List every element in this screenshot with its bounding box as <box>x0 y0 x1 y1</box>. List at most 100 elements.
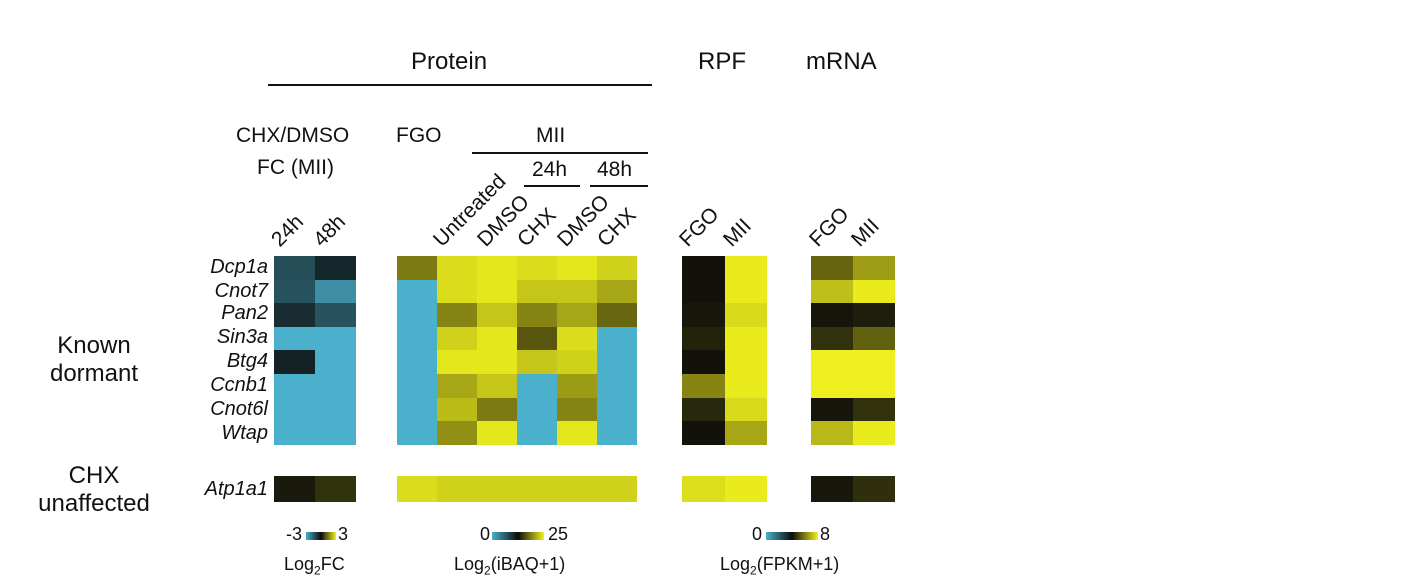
heatmap-cell-protein-wtap-3 <box>517 421 557 446</box>
heatmap-cell-chx-dmso-fc-mii--wtap-0 <box>274 421 315 446</box>
heatmap-cell-chx-dmso-fc-mii--atp1a1-1 <box>315 476 356 502</box>
heatmap-cell-protein-cnot7-1 <box>437 279 477 304</box>
heatmap-cell-chx-dmso-fc-mii--cnot6l-0 <box>274 397 315 422</box>
heatmap-cell-protein-pan2-3 <box>517 303 557 328</box>
gene-label-ccnb1: Ccnb1 <box>210 374 268 396</box>
heatmap-cell-protein-cnot6l-4 <box>557 397 597 422</box>
heatmap-cell-protein-ccnb1-2 <box>477 374 517 399</box>
heatmap-cell-mrna-atp1a1-1 <box>853 476 895 502</box>
heatmap-cell-protein-sin3a-1 <box>437 326 477 351</box>
col-label-fc-24h: 24h <box>267 210 309 252</box>
heatmap-cell-mrna-pan2-0 <box>811 303 853 328</box>
legend-fc-min: -3 <box>286 524 303 544</box>
heatmap-cell-protein-atp1a1-2 <box>477 476 517 502</box>
heatmap-cell-protein-wtap-1 <box>437 421 477 446</box>
heatmap-cell-rpf-sin3a-0 <box>682 326 725 351</box>
heatmap-cell-mrna-btg4-0 <box>811 350 853 375</box>
legend-fc-max: 3 <box>338 524 349 544</box>
legend-ibaq-colorbar <box>492 532 544 540</box>
heatmap-cell-protein-cnot7-3 <box>517 279 557 304</box>
heatmap-cell-rpf-cnot7-1 <box>725 279 767 304</box>
gene-label-sin3a: Sin3a <box>216 326 268 348</box>
h24-underline <box>524 185 580 187</box>
heatmap-cell-chx-dmso-fc-mii--cnot7-0 <box>274 279 315 304</box>
legend-ibaq-min: 0 <box>480 524 491 544</box>
legend-fpkm-colorbar <box>766 532 818 540</box>
heatmap-cell-rpf-pan2-0 <box>682 303 725 328</box>
gene-label-atp1a1: Atp1a1 <box>204 478 268 500</box>
heatmap-cell-protein-cnot7-5 <box>597 279 637 304</box>
heatmap-cell-rpf-wtap-0 <box>682 421 725 446</box>
group-label-known-line1: Known <box>57 332 131 359</box>
gene-label-cnot7: Cnot7 <box>214 280 268 302</box>
legend-ibaq-label: Log2(iBAQ+1) <box>454 554 566 578</box>
heatmap-cell-protein-wtap-5 <box>597 421 637 446</box>
heatmap-cell-rpf-cnot7-0 <box>682 279 725 304</box>
heatmap-cell-protein-atp1a1-5 <box>597 476 637 502</box>
heatmap-cell-chx-dmso-fc-mii--cnot6l-1 <box>315 397 356 422</box>
protein-underline <box>268 84 652 86</box>
heatmap-cell-rpf-pan2-1 <box>725 303 767 328</box>
heatmap-cell-protein-cnot6l-3 <box>517 397 557 422</box>
heatmap-cell-protein-pan2-5 <box>597 303 637 328</box>
legend-fpkm-min: 0 <box>752 524 763 544</box>
heatmap-cell-chx-dmso-fc-mii--ccnb1-0 <box>274 374 315 399</box>
heatmap-cell-protein-atp1a1-3 <box>517 476 557 502</box>
group-label-chx-line2: unaffected <box>38 490 150 517</box>
heatmap-cell-protein-ccnb1-1 <box>437 374 477 399</box>
heatmap-cell-mrna-dcp1a-1 <box>853 256 895 281</box>
legend-fc-label: Log2FC <box>284 554 345 578</box>
heatmap-cell-protein-btg4-0 <box>397 350 437 375</box>
heatmap-cell-protein-atp1a1-0 <box>397 476 437 502</box>
heatmap-cell-mrna-wtap-0 <box>811 421 853 446</box>
heatmap-cell-protein-ccnb1-4 <box>557 374 597 399</box>
heatmap-cell-protein-btg4-5 <box>597 350 637 375</box>
heatmap-cell-protein-sin3a-3 <box>517 326 557 351</box>
heatmap-cell-protein-atp1a1-4 <box>557 476 597 502</box>
mii-header: MII <box>536 124 566 147</box>
gene-label-dcp1a: Dcp1a <box>210 256 268 278</box>
heatmap-cell-protein-pan2-0 <box>397 303 437 328</box>
heatmap-cell-protein-wtap-2 <box>477 421 517 446</box>
gene-label-pan2: Pan2 <box>221 302 268 324</box>
legend-fc-colorbar <box>306 532 336 540</box>
h48-underline <box>590 185 648 187</box>
heatmap-cell-protein-pan2-2 <box>477 303 517 328</box>
heatmap-cell-protein-cnot7-0 <box>397 279 437 304</box>
heatmap-cell-mrna-cnot6l-1 <box>853 397 895 422</box>
heatmap-cell-mrna-pan2-1 <box>853 303 895 328</box>
gene-label-btg4: Btg4 <box>226 350 268 372</box>
heatmap-cell-rpf-dcp1a-1 <box>725 256 767 281</box>
legend-fpkm-label: Log2(FPKM+1) <box>720 554 840 578</box>
heatmap-cell-protein-sin3a-5 <box>597 326 637 351</box>
heatmap-cell-protein-cnot7-4 <box>557 279 597 304</box>
heatmap-cell-chx-dmso-fc-mii--sin3a-0 <box>274 326 315 351</box>
heatmap-cell-mrna-sin3a-1 <box>853 326 895 351</box>
heatmap-cell-rpf-wtap-1 <box>725 421 767 446</box>
mii-underline <box>472 152 648 154</box>
heatmap-cell-protein-btg4-2 <box>477 350 517 375</box>
heatmap-cell-rpf-cnot6l-1 <box>725 397 767 422</box>
fc-header-line2: FC (MII) <box>257 156 334 179</box>
heatmap-cell-protein-dcp1a-2 <box>477 256 517 281</box>
mrna-header: mRNA <box>806 48 877 75</box>
heatmap-cell-chx-dmso-fc-mii--dcp1a-1 <box>315 256 356 281</box>
heatmap-cell-protein-ccnb1-0 <box>397 374 437 399</box>
heatmap-cell-mrna-atp1a1-0 <box>811 476 853 502</box>
heatmap-cell-protein-btg4-3 <box>517 350 557 375</box>
heatmap-cell-protein-pan2-1 <box>437 303 477 328</box>
heatmap-cell-chx-dmso-fc-mii--atp1a1-0 <box>274 476 315 502</box>
heatmap-cell-protein-wtap-0 <box>397 421 437 446</box>
heatmap-cell-protein-btg4-1 <box>437 350 477 375</box>
heatmap-cell-rpf-atp1a1-1 <box>725 476 767 502</box>
legend-fpkm-max: 8 <box>820 524 831 544</box>
heatmap-cell-protein-pan2-4 <box>557 303 597 328</box>
rpf-header: RPF <box>698 48 746 75</box>
heatmap-cell-chx-dmso-fc-mii--btg4-0 <box>274 350 315 375</box>
heatmap-cell-chx-dmso-fc-mii--btg4-1 <box>315 350 356 375</box>
heatmap-cell-protein-cnot6l-0 <box>397 397 437 422</box>
heatmap-cell-rpf-cnot6l-0 <box>682 397 725 422</box>
heatmap-cell-mrna-cnot7-0 <box>811 279 853 304</box>
heatmap-cell-rpf-atp1a1-0 <box>682 476 725 502</box>
heatmap-cell-chx-dmso-fc-mii--pan2-1 <box>315 303 356 328</box>
